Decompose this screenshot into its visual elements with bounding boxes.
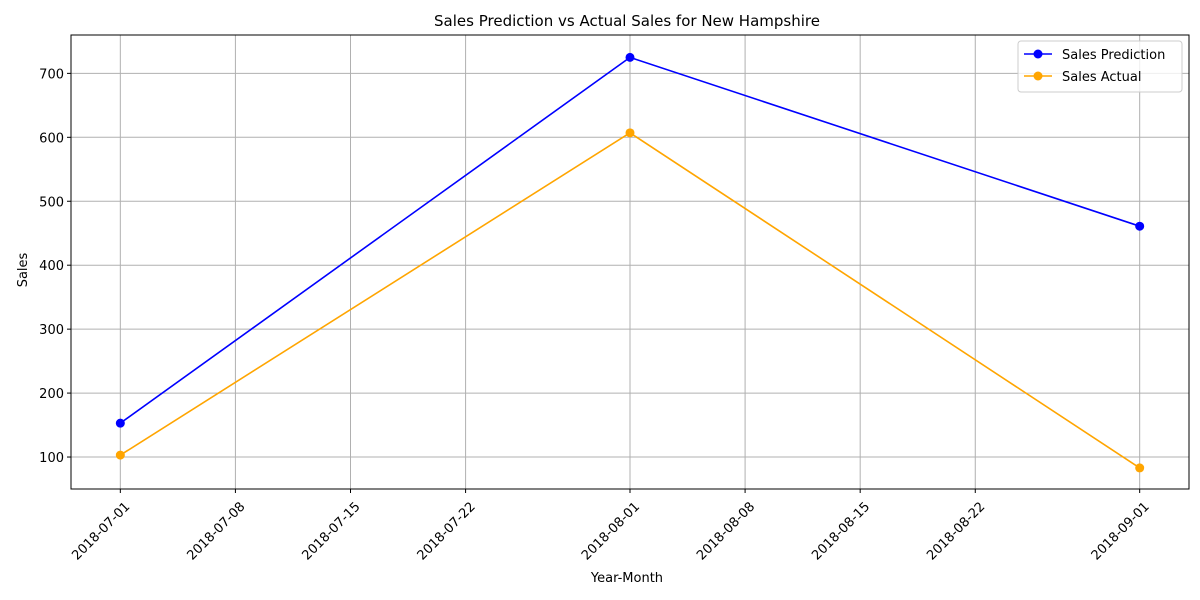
chart-title: Sales Prediction vs Actual Sales for New… <box>434 12 820 30</box>
legend-label: Sales Actual <box>1062 70 1141 85</box>
y-tick-label: 300 <box>39 323 64 338</box>
series-sales-actual <box>115 128 1145 473</box>
data-point <box>625 52 635 62</box>
legend-box <box>1017 40 1183 93</box>
legend-swatch-marker <box>1033 49 1043 59</box>
y-tick-label: 600 <box>39 131 64 146</box>
y-axis-label: Sales <box>16 252 31 287</box>
data-point <box>115 418 125 428</box>
y-tick-label: 100 <box>39 451 64 466</box>
data-point <box>1135 463 1145 473</box>
y-tick-label: 500 <box>39 195 64 210</box>
y-axis-ticks: 100 200 300 400 500 600 700 <box>39 67 71 466</box>
legend-label: Sales Prediction <box>1062 48 1165 63</box>
data-point <box>1135 221 1145 231</box>
series-sales-prediction <box>115 52 1145 428</box>
y-tick-label: 400 <box>39 259 64 274</box>
series-layer <box>115 52 1145 473</box>
data-point <box>625 128 635 138</box>
legend-swatch-marker <box>1033 71 1043 81</box>
data-point <box>115 450 125 460</box>
x-axis-label: Year-Month <box>590 571 663 586</box>
legend: Sales Prediction Sales Actual <box>1017 40 1183 93</box>
y-tick-label: 200 <box>39 387 64 402</box>
y-tick-label: 700 <box>39 67 64 82</box>
